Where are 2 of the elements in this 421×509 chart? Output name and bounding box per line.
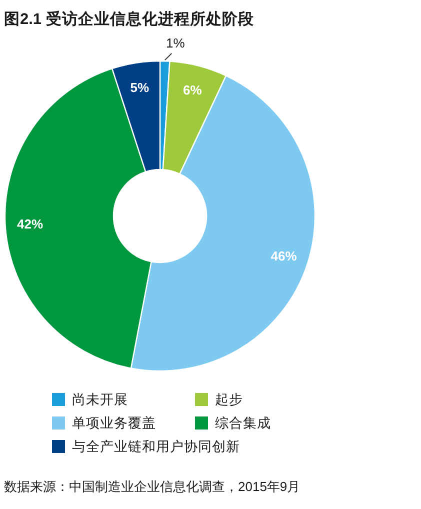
annotation: 数据来源：中国制造业企业信息化调查，2015年9月: [4, 479, 300, 494]
title: 图2.1 受访企业信息化进程所处阶段: [4, 11, 254, 28]
